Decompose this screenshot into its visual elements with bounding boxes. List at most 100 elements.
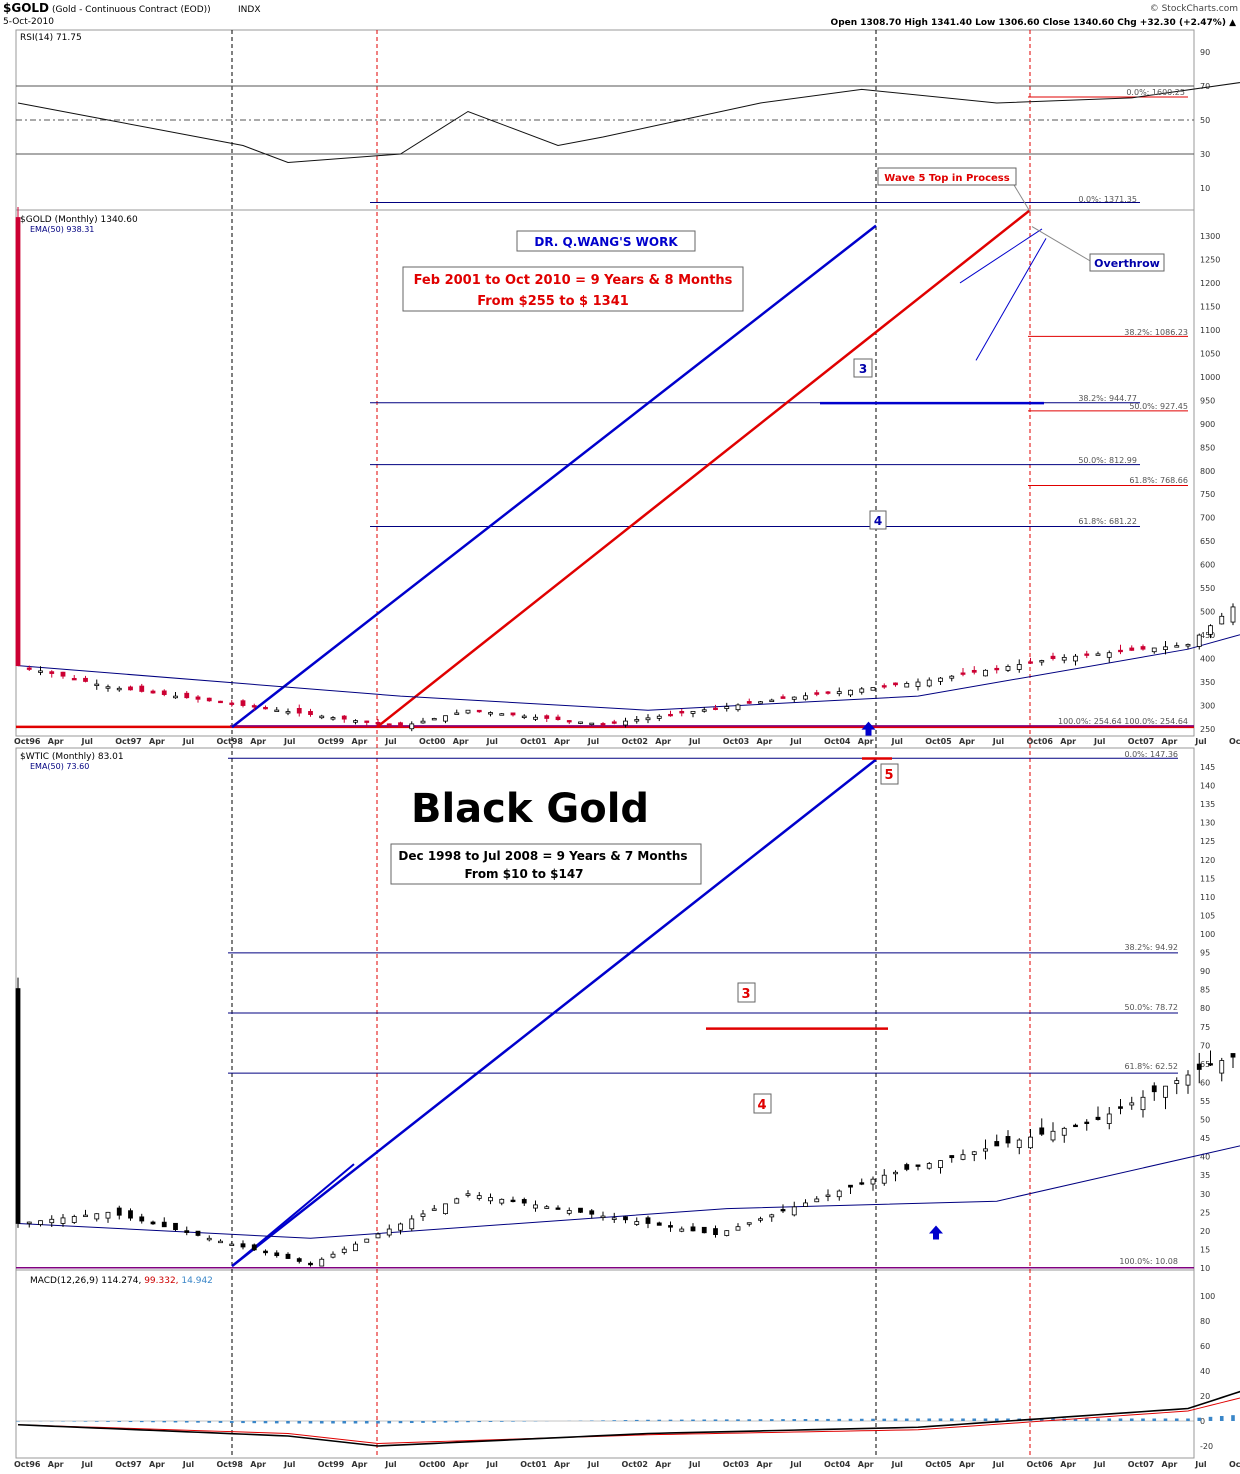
macd-histogram-bar xyxy=(893,1418,898,1421)
x-tick-label: Oct07 xyxy=(1128,1460,1155,1469)
oil-candle-body xyxy=(668,1225,673,1228)
x-tick-label: Apr xyxy=(48,1460,64,1469)
rsi-tick-label: 30 xyxy=(1200,150,1210,159)
gold-candle-body xyxy=(881,685,887,688)
x-tick-label: Oct98 xyxy=(217,737,244,746)
oil-period-box xyxy=(390,843,702,885)
gold-candle-body xyxy=(341,715,347,720)
macd-histogram-bar xyxy=(1118,1418,1123,1421)
gold-candle-body xyxy=(139,685,145,692)
x-tick-label: Jul xyxy=(992,737,1005,746)
oil-candle-body xyxy=(398,1223,403,1231)
oil-candle-body xyxy=(364,1238,370,1243)
gold-candle-body xyxy=(701,709,707,712)
oil-tick-label: 70 xyxy=(1200,1041,1210,1050)
macd-histogram-bar xyxy=(871,1418,875,1421)
x-tick-label: Jul xyxy=(789,1460,802,1469)
oil-tick-label: 50 xyxy=(1200,1116,1210,1125)
oil-candle-body xyxy=(634,1221,640,1225)
oil-candle-body xyxy=(420,1213,426,1217)
macd-tick-label: 40 xyxy=(1200,1367,1210,1376)
gold-candle-body xyxy=(296,708,302,714)
gold-candle-body xyxy=(589,722,595,726)
macd-histogram-bar xyxy=(106,1421,110,1422)
oil-candle-body xyxy=(83,1214,88,1218)
oil-series xyxy=(15,757,1240,1269)
gold-candle-body xyxy=(251,705,257,708)
x-tick-label: Oct08 xyxy=(1229,1460,1240,1469)
x-tick-label: Jul xyxy=(384,1460,397,1469)
gold-candle-body xyxy=(1005,665,1011,671)
macd-histogram-bar xyxy=(994,1418,999,1421)
wave5-pointer xyxy=(1013,184,1031,212)
oil-candle-body xyxy=(533,1204,538,1209)
gold-candle-body xyxy=(1230,606,1236,623)
gold-candle-body xyxy=(960,672,966,675)
macd-histogram-bar xyxy=(252,1421,257,1424)
oil-candle-body xyxy=(206,1237,212,1241)
x-tick-label: Jul xyxy=(688,1460,701,1469)
gold-candle-body xyxy=(443,715,448,722)
oil-candle-body xyxy=(1174,1080,1180,1084)
macd-histogram-bar xyxy=(466,1421,470,1423)
oil-candle-body xyxy=(949,1155,955,1159)
oil-tick-label: 125 xyxy=(1200,837,1215,846)
gold-candle-body xyxy=(274,709,280,712)
macd-histogram-bar xyxy=(702,1419,707,1421)
oil-period-line1: Dec 1998 to Jul 2008 = 9 Years & 7 Month… xyxy=(398,849,687,863)
ohlc-readout: Open 1308.70 High 1341.40 Low 1306.60 Cl… xyxy=(831,18,1237,28)
gold-tick-label: 1150 xyxy=(1200,302,1220,311)
gold-candle-body xyxy=(521,715,527,718)
macd-histogram-bar xyxy=(398,1421,403,1424)
oil-candle-body xyxy=(229,1243,235,1246)
oil-candle-body xyxy=(769,1214,775,1218)
oil-candle-body xyxy=(971,1151,977,1155)
macd-tick-label: 80 xyxy=(1200,1317,1210,1326)
oil-candle-body xyxy=(870,1178,876,1185)
gold-candle-body xyxy=(319,715,325,719)
gold-blue-trendline xyxy=(231,224,877,729)
oil-candle-body xyxy=(645,1217,651,1224)
gold-tick-label: 1200 xyxy=(1200,279,1220,288)
oil-wave3-box xyxy=(737,982,756,1003)
oil-candle-body xyxy=(353,1243,358,1252)
gold-candle-body xyxy=(454,712,460,715)
oil-candle-body xyxy=(1039,1127,1045,1135)
x-tick-label: Oct03 xyxy=(723,1460,750,1469)
macd-histogram-bar xyxy=(229,1421,234,1423)
x-tick-label: Oct97 xyxy=(115,1460,142,1469)
macd-histogram-bar xyxy=(1073,1418,1078,1421)
oil-candle-body xyxy=(1185,1074,1191,1086)
gold-candle-body xyxy=(184,692,190,699)
macd-histogram-bar xyxy=(927,1418,932,1421)
macd-histogram-bar xyxy=(792,1419,797,1421)
gold-candle-body xyxy=(938,677,943,682)
x-tick-label: Apr xyxy=(453,737,469,746)
macd-histogram-bar xyxy=(758,1419,763,1421)
oil-candle-body xyxy=(656,1222,662,1226)
oil-candle-body xyxy=(386,1228,392,1236)
gold-tick-label: 400 xyxy=(1200,655,1215,664)
macd-histogram-bar xyxy=(781,1419,785,1421)
macd-histogram-bar xyxy=(1186,1418,1190,1421)
gold-tick-label: 900 xyxy=(1200,420,1215,429)
gold-candle-body xyxy=(578,721,583,724)
gold-candle-body xyxy=(1118,649,1123,653)
x-tick-label: Apr xyxy=(554,737,570,746)
macd-histogram-bar xyxy=(949,1418,954,1421)
oil-tick-label: 130 xyxy=(1200,819,1215,828)
oil-tick-label: 100 xyxy=(1200,930,1215,939)
gold-candle-body xyxy=(263,706,268,710)
oil-candle-body xyxy=(15,988,21,1224)
oil-candle-body xyxy=(116,1207,122,1216)
macd-label: MACD(12,26,9) 114.274, 99.332, 14.942 xyxy=(30,1276,213,1286)
gold-tick-label: 950 xyxy=(1200,396,1215,405)
x-tick-label: Apr xyxy=(1162,1460,1178,1469)
oil-candle-body xyxy=(510,1199,516,1203)
oil-candle-body xyxy=(1230,1053,1236,1058)
rsi-tick-label: 70 xyxy=(1200,82,1210,91)
gold-candle-body xyxy=(758,701,763,704)
rsi-tick-label: 10 xyxy=(1200,184,1210,193)
oil-candle-body xyxy=(319,1258,325,1267)
oil-fib500-label: 50.0%: 78.72 xyxy=(1124,1003,1178,1012)
